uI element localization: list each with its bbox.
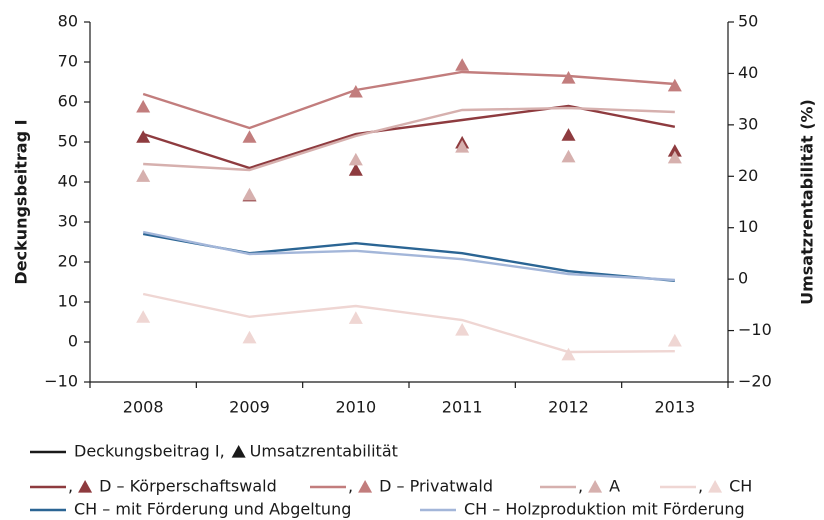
x-tick-label: 2009: [229, 398, 270, 417]
legend-label: D – Privatwald: [379, 477, 493, 496]
legend-label: CH – Holzproduktion mit Förderung: [464, 500, 745, 519]
legend-separator: ,: [348, 477, 353, 496]
triangle-marker: [348, 163, 363, 176]
triangle-marker: [667, 333, 682, 347]
legend-label: CH: [729, 477, 752, 496]
legend-marker: [588, 480, 603, 493]
y-tick-label: 50: [58, 132, 78, 151]
triangle-marker: [348, 84, 363, 98]
y-axis-label: Deckungsbeitrag I: [12, 119, 31, 284]
legend-label: Umsatzrentabilität: [250, 442, 398, 461]
legend-label: Deckungsbeitrag I,: [74, 442, 225, 461]
legend-marker: [231, 445, 246, 458]
triangle-marker: [455, 58, 470, 71]
legend-separator: ,: [578, 477, 583, 496]
line: [143, 106, 675, 172]
legend-label: A: [609, 477, 620, 496]
triangle-marker: [136, 310, 151, 323]
legend-label: D – Körperschaftswald: [99, 477, 277, 496]
triangle-marker: [455, 323, 470, 336]
legend-marker: [708, 480, 723, 493]
line: [142, 292, 675, 354]
y-tick-label: 60: [58, 92, 78, 111]
line: [142, 70, 675, 130]
triangle-marker: [242, 187, 257, 201]
triangle-marker: [667, 150, 682, 164]
y-tick-label: 40: [58, 172, 78, 191]
triangle-marker: [136, 169, 151, 182]
triangle-marker: [667, 144, 682, 157]
y-tick-label: −10: [44, 372, 78, 391]
y2-tick-label: 10: [738, 217, 758, 236]
triangle-marker: [561, 128, 576, 141]
triangle-marker: [242, 330, 257, 344]
y-tick-label: 10: [58, 292, 78, 311]
y2-tick-label: 0: [738, 269, 748, 288]
y-tick-label: 0: [68, 332, 78, 351]
x-tick-label: 2012: [548, 398, 589, 417]
y2-axis-label: Umsatzrentabilität (%): [798, 99, 817, 305]
line: [142, 104, 676, 170]
x-tick-label: 2008: [123, 398, 164, 417]
triangle-marker: [348, 311, 363, 324]
y-tick-label: 20: [58, 252, 78, 271]
y2-tick-label: 40: [738, 63, 758, 82]
line: [142, 230, 675, 282]
triangle-marker: [455, 139, 470, 153]
y2-tick-label: 50: [738, 12, 758, 31]
triangle-marker: [561, 347, 576, 361]
triangle-marker: [348, 152, 363, 166]
legend-separator: ,: [68, 477, 73, 496]
line: [142, 232, 675, 282]
y-tick-label: 80: [58, 12, 78, 31]
triangle-marker: [667, 78, 682, 92]
y2-tick-label: 20: [738, 166, 758, 185]
triangle-marker: [136, 99, 151, 113]
x-tick-label: 2013: [654, 398, 695, 417]
legend-marker: [78, 480, 93, 493]
x-tick-label: 2011: [442, 398, 483, 417]
legend-marker: [358, 480, 373, 493]
x-tick-label: 2010: [335, 398, 376, 417]
legend-separator: ,: [698, 477, 703, 496]
triangle-marker: [242, 130, 257, 143]
y-tick-label: 70: [58, 52, 78, 71]
y2-tick-label: −20: [738, 372, 772, 391]
triangle-marker: [561, 149, 576, 163]
triangle-marker: [561, 71, 576, 84]
triangle-marker: [136, 130, 151, 143]
y-tick-label: 30: [58, 212, 78, 231]
y2-tick-label: −10: [738, 320, 772, 339]
y2-tick-label: 30: [738, 114, 758, 133]
legend-label: CH – mit Förderung und Abgeltung: [74, 500, 351, 519]
